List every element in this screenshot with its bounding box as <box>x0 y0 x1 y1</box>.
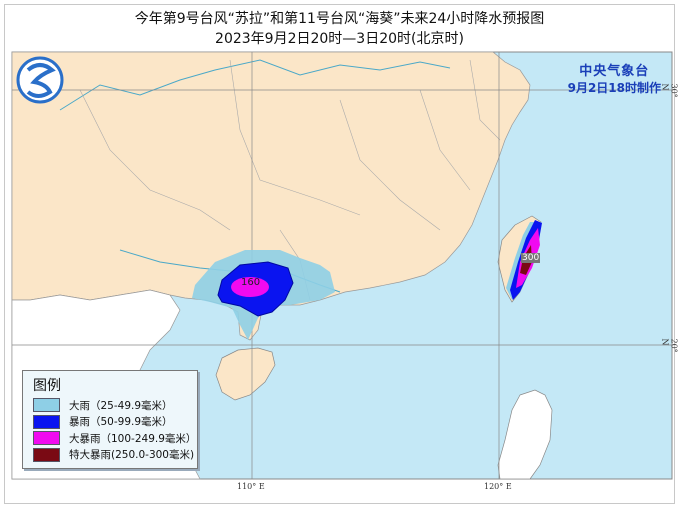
legend-item: 特大暴雨(250.0-300毫米) <box>33 447 197 464</box>
legend-label: 暴雨（50-99.9毫米） <box>69 416 173 429</box>
legend-title: 图例 <box>33 378 61 394</box>
legend-swatch <box>33 447 60 462</box>
latitude-label: 20° N <box>660 338 679 353</box>
legend-label: 大雨（25-49.9毫米） <box>69 399 173 412</box>
legend-swatch <box>33 414 60 429</box>
legend-item: 暴雨（50-99.9毫米） <box>33 414 197 431</box>
luzon-island <box>497 389 553 480</box>
legend-item: 大雨（25-49.9毫米） <box>33 397 197 414</box>
legend-label: 特大暴雨(250.0-300毫米) <box>69 449 195 462</box>
longitude-label: 120° E <box>484 482 512 491</box>
agency-name: 中央气象台 <box>579 64 650 79</box>
rain-heavy-rainstorm-area-south-china <box>231 277 269 297</box>
cma-logo <box>16 56 64 104</box>
issuer-label: 中央气象台 9月2日18时制作 <box>568 60 661 96</box>
max-value-label: 300 <box>521 253 541 263</box>
legend-item: 大暴雨（100-249.9毫米） <box>33 430 197 447</box>
latitude-label: 30° N <box>660 83 679 98</box>
legend: 图例 大雨（25-49.9毫米） 暴雨（50-99.9毫米） 大暴雨（100-2… <box>22 370 198 469</box>
hainan-island <box>215 347 276 401</box>
map-title: 今年第9号台风“苏拉”和第11号台风“海葵”未来24小时降水预报图 <box>134 11 545 27</box>
max-value-label: 160 <box>241 277 261 288</box>
river <box>59 59 451 111</box>
legend-swatch <box>33 398 60 413</box>
map-subtitle: 2023年9月2日20时—3日20时(北京时) <box>215 31 464 47</box>
issue-time: 9月2日18时制作 <box>567 81 661 95</box>
legend-swatch <box>33 431 60 446</box>
longitude-label: 110° E <box>237 482 265 491</box>
legend-label: 大暴雨（100-249.9毫米） <box>69 432 197 445</box>
